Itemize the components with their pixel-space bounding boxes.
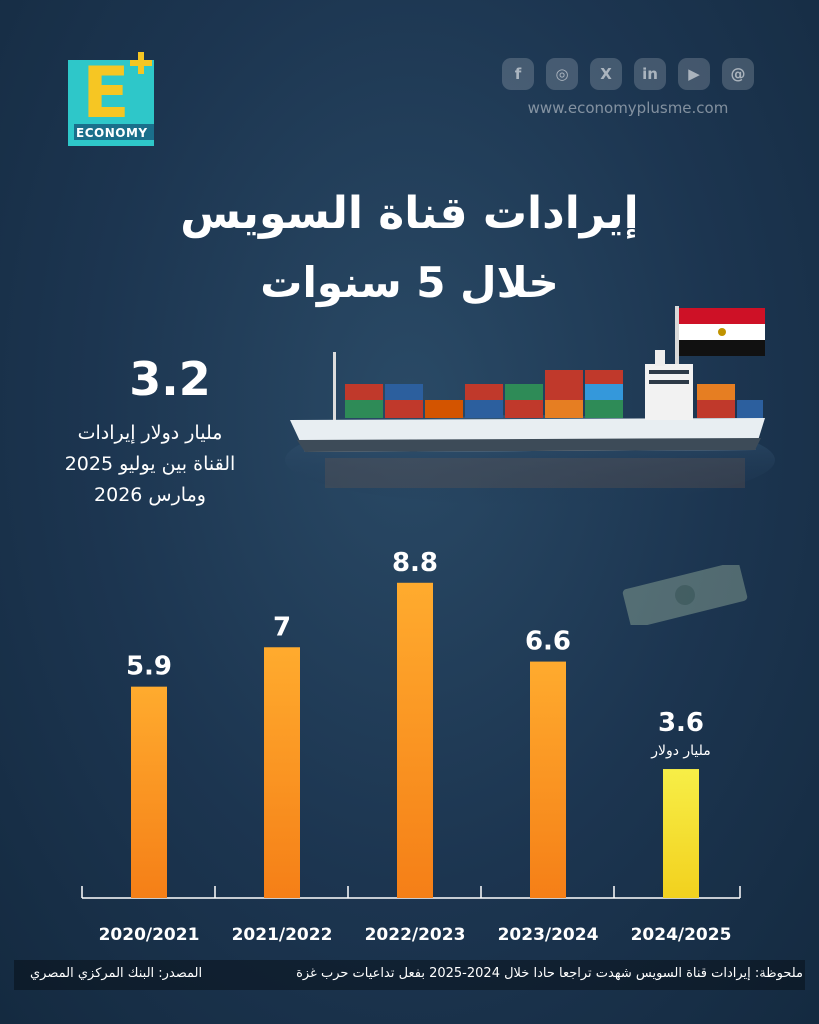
- x-icon[interactable]: X: [590, 58, 622, 90]
- highlight-description: مليار دولار إيرادات القناة بين يوليو 202…: [64, 422, 236, 506]
- x-tick-label: 2024/2025: [631, 925, 732, 945]
- instagram-icon[interactable]: ◎: [546, 58, 578, 90]
- bar-value-label: 5.9: [126, 652, 172, 682]
- bar-2021-2022: [264, 647, 300, 898]
- bar-value-label: 3.6: [658, 708, 704, 738]
- x-tick-label: 2022/2023: [365, 925, 466, 945]
- page-subtitle: خلال 5 سنوات: [260, 258, 559, 307]
- bar-value-label: 6.6: [525, 627, 571, 657]
- highlight-value: 3.2: [129, 352, 211, 406]
- bar-value-label: 8.8: [392, 548, 438, 578]
- youtube-icon[interactable]: ▶: [678, 58, 710, 90]
- container-ship-illustration: [285, 306, 775, 505]
- bar-value-label: 7: [273, 612, 291, 642]
- page-title: إيرادات قناة السويس: [180, 188, 639, 239]
- website-url[interactable]: www.economyplusme.com: [527, 99, 729, 117]
- bar-2020-2021: [131, 686, 167, 898]
- footer-note: ملحوظة: إيرادات قناة السويس شهدت تراجعا …: [296, 966, 803, 981]
- facebook-icon[interactable]: f: [502, 58, 534, 90]
- x-tick-label: 2021/2022: [232, 925, 333, 945]
- dollar-bill-icon: [622, 565, 748, 625]
- footer-source: المصدر: البنك المركزي المصري: [30, 966, 203, 981]
- x-tick-label: 2020/2021: [99, 925, 200, 945]
- logo-wordmark: ECONOMY: [76, 126, 148, 140]
- logo-letter: E: [82, 52, 130, 134]
- unit-annotation: مليار دولار: [650, 743, 711, 759]
- egypt-flag-icon: [675, 306, 765, 396]
- economy-plus-logo: [68, 52, 154, 146]
- x-tick-label: 2023/2024: [498, 925, 599, 945]
- threads-icon[interactable]: @: [722, 58, 754, 90]
- bar-2024-2025: [663, 769, 699, 898]
- footer-bar: [14, 960, 805, 990]
- social-icons: f ◎ X in ▶ @: [502, 58, 754, 90]
- linkedin-icon[interactable]: in: [634, 58, 666, 90]
- bar-2023-2024: [530, 661, 566, 898]
- bar-2022-2023: [397, 582, 433, 898]
